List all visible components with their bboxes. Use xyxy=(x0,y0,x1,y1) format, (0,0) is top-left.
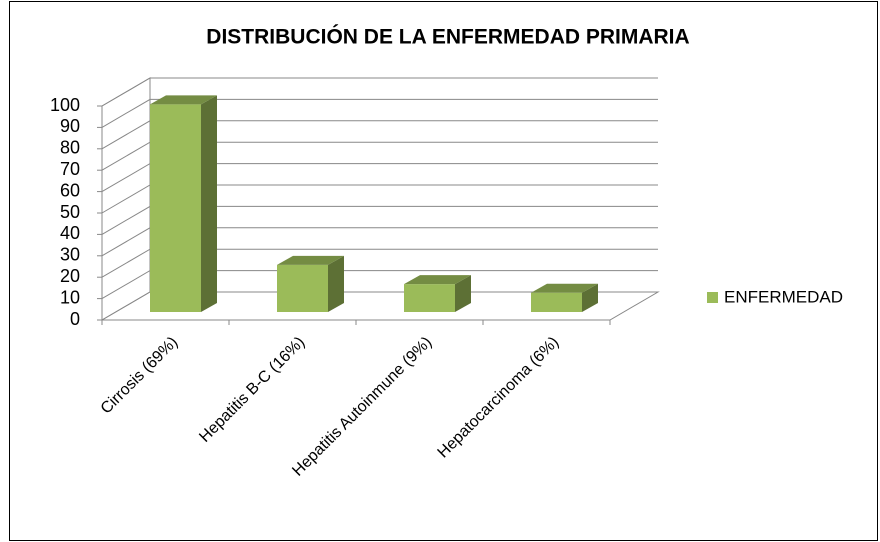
bar-front xyxy=(150,104,201,312)
y-tick-label: 40 xyxy=(60,223,80,243)
bar xyxy=(531,283,598,312)
y-tick-label: 50 xyxy=(60,202,80,222)
legend-swatch xyxy=(707,292,718,303)
bar xyxy=(404,275,471,312)
bar-top xyxy=(150,95,217,105)
y-tick-label: 20 xyxy=(60,266,80,286)
y-tick-label: 10 xyxy=(60,287,80,307)
bar-side xyxy=(455,275,471,312)
bar xyxy=(150,95,217,312)
bar-top xyxy=(404,275,471,285)
bar-side xyxy=(582,283,598,312)
bar-front xyxy=(531,292,582,312)
legend-label: ENFERMEDAD xyxy=(724,287,843,306)
y-tick-label: 60 xyxy=(60,180,80,200)
y-tick-label: 90 xyxy=(60,116,80,136)
y-tick-label: 80 xyxy=(60,138,80,158)
bar-front xyxy=(404,284,455,312)
y-tick-label: 0 xyxy=(70,309,80,329)
chart-title: DISTRIBUCIÓN DE LA ENFERMEDAD PRIMARIA xyxy=(206,25,689,49)
bar xyxy=(277,255,344,312)
grid-line xyxy=(101,77,658,107)
y-tick-label: 30 xyxy=(60,245,80,265)
bar-top xyxy=(277,255,344,265)
bar-front xyxy=(277,264,328,312)
bar-side xyxy=(201,95,217,312)
grid-line xyxy=(101,98,658,128)
y-tick-label: 100 xyxy=(50,95,80,115)
bar-side xyxy=(328,255,344,312)
bar-top xyxy=(531,283,598,293)
y-tick-label: 70 xyxy=(60,159,80,179)
